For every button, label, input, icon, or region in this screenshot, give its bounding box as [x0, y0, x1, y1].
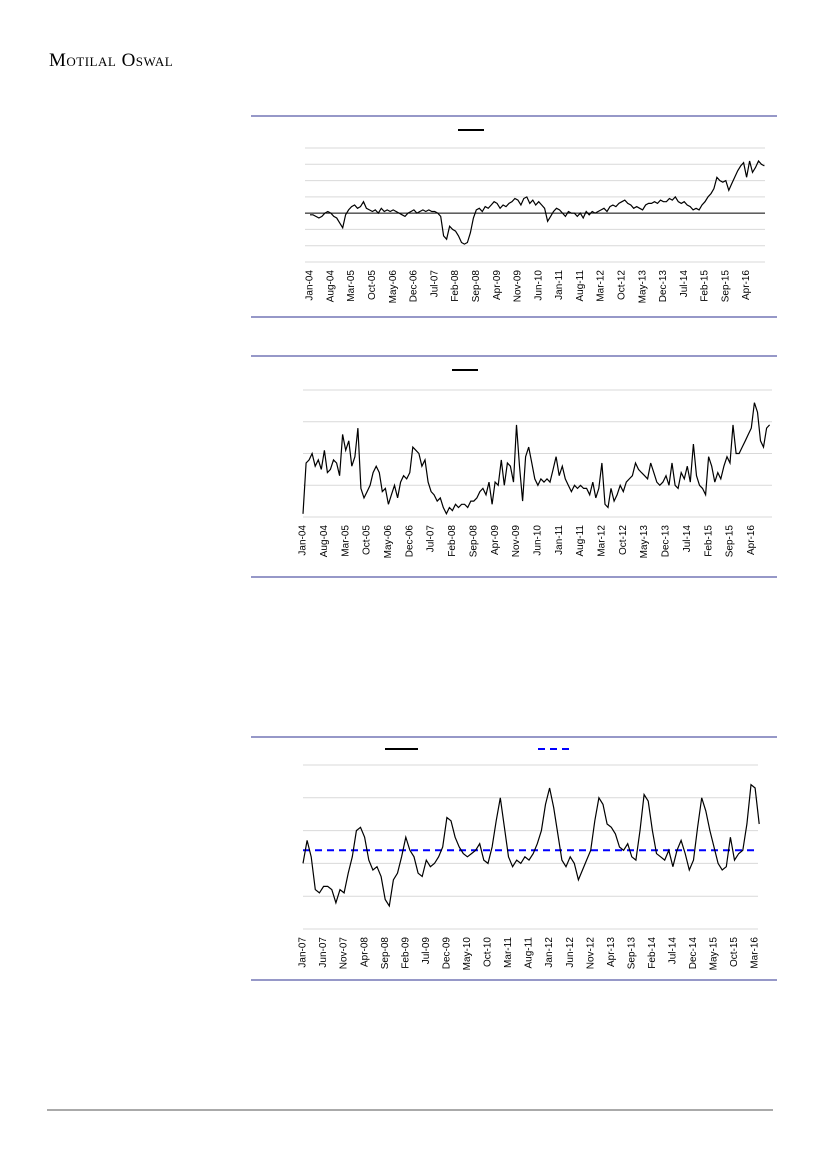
x-tick-label: Mar-12 — [597, 525, 608, 557]
x-tick-label: Aug-04 — [319, 525, 330, 558]
x-tick-label: May-15 — [709, 937, 720, 971]
x-tick-label: Jul-14 — [679, 270, 690, 298]
x-tick-label: Feb-08 — [447, 525, 458, 557]
x-tick-label: Sep-15 — [720, 270, 731, 303]
x-tick-label: Mar-11 — [503, 937, 514, 968]
x-tick-label: Nov-09 — [511, 525, 522, 558]
x-tick-label: Dec-06 — [404, 525, 415, 558]
x-tick-label: Apr-09 — [492, 270, 503, 300]
x-tick-label: Oct-05 — [362, 525, 373, 555]
x-tick-label: May-13 — [639, 525, 650, 559]
x-tick-label: Dec-13 — [661, 525, 672, 558]
x-tick-label: May-10 — [462, 937, 473, 971]
x-tick-label: Feb-15 — [700, 270, 711, 302]
x-tick-label: Jan-04 — [298, 525, 309, 556]
x-tick-label: Dec-13 — [658, 270, 669, 303]
x-tick-label: Jul-14 — [682, 525, 693, 553]
x-tick-label: Apr-09 — [490, 525, 501, 555]
x-tick-label: Apr-16 — [746, 525, 757, 555]
x-tick-label: Dec-14 — [688, 937, 699, 970]
x-tick-label: Apr-16 — [741, 270, 752, 300]
x-tick-label: Mar-16 — [750, 937, 761, 969]
x-tick-label: Jan-11 — [554, 525, 565, 555]
x-tick-label: Jan-11 — [554, 270, 565, 300]
x-tick-label: Dec-09 — [441, 937, 452, 970]
x-tick-label: Mar-05 — [340, 525, 351, 557]
x-tick-label: Apr-13 — [606, 937, 617, 967]
data-line — [302, 783, 760, 908]
x-tick-label: Jan-07 — [298, 937, 309, 968]
x-tick-label: Mar-12 — [596, 270, 607, 302]
x-tick-label: Aug-11 — [524, 937, 535, 969]
x-tick-label: Nov-07 — [339, 937, 350, 970]
x-tick-label: Jul-07 — [426, 525, 437, 553]
x-tick-label: Sep-08 — [471, 270, 482, 303]
x-tick-label: Oct-15 — [729, 937, 740, 967]
x-tick-label: Apr-08 — [359, 937, 370, 967]
x-tick-label: Jun-10 — [532, 525, 543, 556]
x-tick-label: Feb-09 — [400, 937, 411, 969]
x-tick-label: Oct-05 — [367, 270, 378, 300]
x-tick-label: Feb-08 — [450, 270, 461, 302]
x-tick-label: Jan-12 — [544, 937, 555, 968]
x-tick-label: May-06 — [388, 270, 399, 304]
x-tick-label: Feb-15 — [703, 525, 714, 557]
x-tick-label: Sep-15 — [725, 525, 736, 558]
x-tick-label: Nov-09 — [513, 270, 524, 303]
data-line — [302, 402, 771, 516]
x-tick-label: Nov-12 — [585, 937, 596, 970]
x-tick-label: Oct-12 — [618, 525, 629, 555]
brand-logo: Motilal Oswal — [49, 50, 173, 71]
x-tick-label: Jun-10 — [533, 270, 544, 301]
x-tick-label: Sep-08 — [380, 937, 391, 970]
x-tick-label: Jul-09 — [421, 937, 432, 965]
x-tick-label: Mar-05 — [346, 270, 357, 302]
x-tick-label: Jun-07 — [318, 937, 329, 968]
x-tick-label: Sep-13 — [626, 937, 637, 970]
x-tick-label: May-13 — [637, 270, 648, 304]
x-tick-label: Oct-12 — [616, 270, 627, 300]
x-tick-label: May-06 — [383, 525, 394, 559]
x-tick-label: Aug-04 — [325, 270, 336, 303]
x-tick-label: Jan-04 — [305, 270, 316, 301]
x-tick-label: Jul-07 — [429, 270, 440, 298]
x-tick-label: Sep-08 — [468, 525, 479, 558]
data-line — [310, 159, 765, 245]
x-tick-label: Jul-14 — [668, 937, 679, 965]
x-tick-label: Feb-14 — [647, 937, 658, 969]
x-tick-label: Aug-11 — [575, 525, 586, 557]
x-tick-label: Aug-11 — [575, 270, 586, 302]
x-tick-label: Jun-12 — [565, 937, 576, 968]
x-tick-label: Dec-06 — [409, 270, 420, 303]
x-tick-label: Oct-10 — [483, 937, 494, 967]
